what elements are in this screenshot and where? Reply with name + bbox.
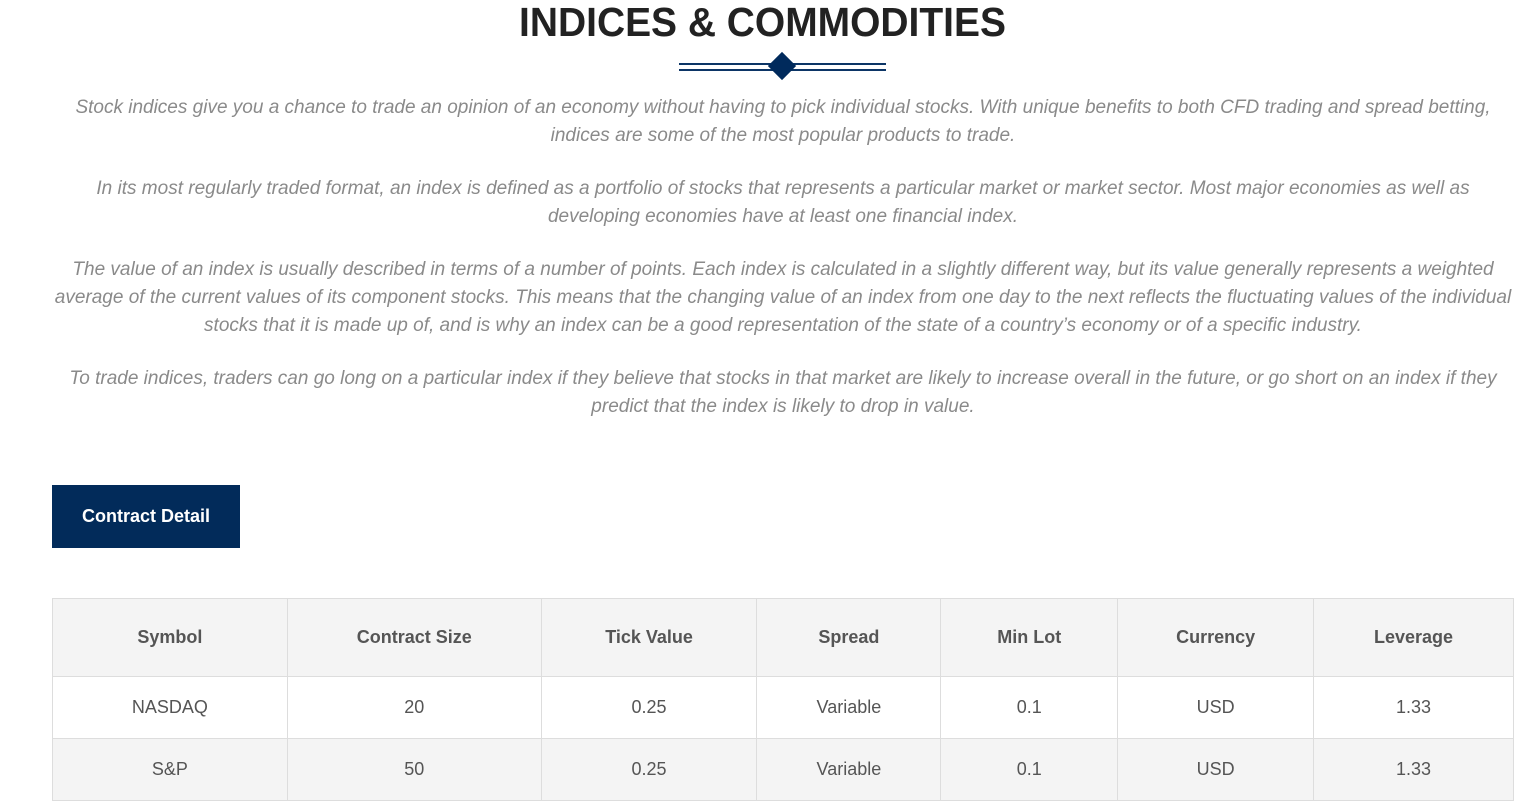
header-currency: Currency [1117,598,1315,677]
cell-min-lot: 0.1 [940,738,1119,801]
intro-paragraph-1: Stock indices give you a chance to trade… [75,97,1491,146]
contract-table: Symbol Contract Size Tick Value Spread M… [52,598,1514,801]
table-row: S&P 50 0.25 Variable 0.1 USD 1.33 [52,738,1514,801]
cell-currency: USD [1117,738,1315,801]
cell-tick-value: 0.25 [540,676,758,739]
header-leverage: Leverage [1313,598,1514,677]
intro-paragraph-3: The value of an index is usually describ… [54,259,1512,336]
cell-leverage: 1.33 [1313,676,1514,739]
intro-paragraph-4: To trade indices, traders can go long on… [69,368,1497,417]
header-symbol: Symbol [52,598,288,677]
contract-detail-button[interactable]: Contract Detail [52,485,240,548]
cell-contract-size: 20 [286,676,542,739]
cell-leverage: 1.33 [1313,738,1514,801]
cell-spread: Variable [756,676,942,739]
title-divider [679,51,886,81]
intro-paragraph-2: In its most regularly traded format, an … [96,178,1470,227]
cell-min-lot: 0.1 [940,676,1119,739]
cell-symbol: S&P [52,738,288,801]
header-tick-value: Tick Value [540,598,758,677]
cell-tick-value: 0.25 [540,738,758,801]
cell-symbol: NASDAQ [52,676,288,739]
header-contract-size: Contract Size [286,598,542,677]
page-title: INDICES & COMMODITIES [519,0,1006,45]
cell-currency: USD [1117,676,1315,739]
header-min-lot: Min Lot [940,598,1119,677]
diamond-icon [767,51,797,81]
cell-contract-size: 50 [286,738,542,801]
table-row: NASDAQ 20 0.25 Variable 0.1 USD 1.33 [52,676,1514,739]
header-spread: Spread [756,598,942,677]
table-header-row: Symbol Contract Size Tick Value Spread M… [52,598,1514,677]
cell-spread: Variable [756,738,942,801]
